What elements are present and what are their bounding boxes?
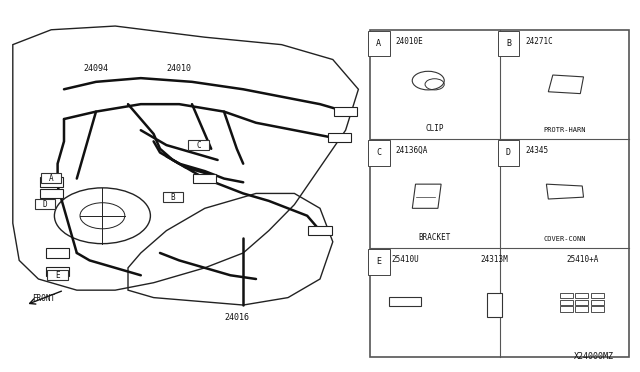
Text: 24345: 24345 — [525, 146, 548, 155]
Bar — [591, 293, 604, 298]
FancyBboxPatch shape — [46, 248, 69, 258]
Text: A: A — [376, 39, 381, 48]
Text: A: A — [49, 174, 54, 183]
FancyBboxPatch shape — [40, 189, 63, 198]
FancyBboxPatch shape — [41, 173, 61, 183]
Bar — [560, 299, 573, 305]
Text: 25410+A: 25410+A — [566, 256, 598, 264]
Bar — [486, 293, 502, 317]
Text: 24313M: 24313M — [481, 256, 508, 264]
Text: COVER-CONN: COVER-CONN — [543, 237, 586, 243]
Text: D: D — [42, 200, 47, 209]
Text: 24016: 24016 — [224, 313, 249, 322]
Bar — [560, 306, 573, 312]
Text: 24271C: 24271C — [525, 37, 553, 46]
Text: CLIP: CLIP — [426, 124, 444, 133]
Text: PROTR-HARN: PROTR-HARN — [543, 127, 586, 133]
Text: E: E — [55, 271, 60, 280]
FancyBboxPatch shape — [193, 174, 216, 183]
Text: FRONT: FRONT — [32, 294, 55, 303]
Bar — [591, 306, 604, 312]
Text: 25410U: 25410U — [391, 256, 419, 264]
FancyBboxPatch shape — [46, 267, 69, 276]
Bar — [575, 306, 588, 312]
FancyBboxPatch shape — [308, 226, 332, 235]
Text: 24010E: 24010E — [396, 37, 423, 46]
Bar — [370, 30, 629, 357]
Text: 24094: 24094 — [83, 64, 108, 73]
Text: B: B — [506, 39, 511, 48]
FancyBboxPatch shape — [188, 140, 209, 150]
FancyBboxPatch shape — [334, 107, 357, 116]
Text: 24136QA: 24136QA — [396, 146, 428, 155]
Bar — [575, 293, 588, 298]
FancyBboxPatch shape — [40, 177, 63, 187]
Bar — [575, 299, 588, 305]
Text: D: D — [506, 148, 511, 157]
Text: BRACKET: BRACKET — [419, 233, 451, 243]
Text: C: C — [376, 148, 381, 157]
Text: 24010: 24010 — [166, 64, 191, 73]
Bar — [560, 293, 573, 298]
Text: C: C — [196, 141, 201, 150]
FancyBboxPatch shape — [35, 199, 55, 209]
FancyBboxPatch shape — [47, 270, 68, 280]
Text: E: E — [376, 257, 381, 266]
Text: B: B — [170, 193, 175, 202]
FancyBboxPatch shape — [163, 192, 183, 202]
Bar — [591, 299, 604, 305]
Text: X24000MZ: X24000MZ — [575, 352, 614, 361]
FancyBboxPatch shape — [328, 133, 351, 142]
